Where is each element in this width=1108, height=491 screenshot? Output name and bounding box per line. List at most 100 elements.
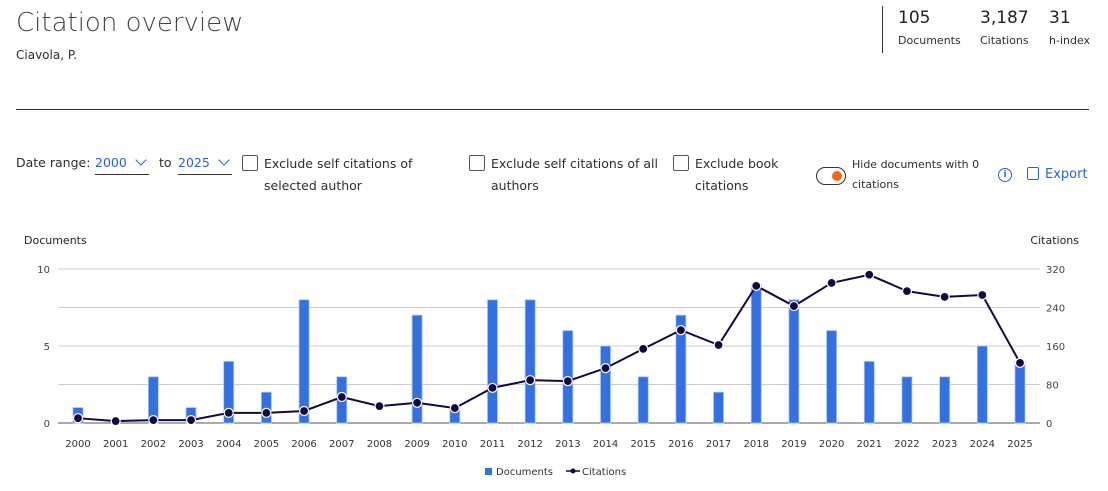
bar-documents-2017[interactable] [713, 391, 724, 424]
metric-label: Documents [898, 34, 961, 47]
divider [882, 6, 883, 53]
metric-citations: 3,187 Citations [980, 8, 1029, 47]
date-from-select[interactable]: 2000 [95, 154, 149, 175]
exclude-self-citations-author-checkbox[interactable] [242, 155, 258, 171]
x-tick: 2005 [254, 439, 279, 450]
bar-documents-2019[interactable] [788, 299, 800, 424]
metric-label: h-index [1049, 34, 1091, 47]
x-tick: 2006 [291, 439, 316, 450]
x-tick: 2003 [178, 439, 203, 450]
y-tick-right: 240 [1046, 304, 1065, 315]
legend-documents: Documents [496, 467, 553, 478]
x-tick: 2023 [932, 439, 957, 450]
point-citations-2001[interactable] [110, 415, 121, 427]
bar-documents-2011[interactable] [487, 299, 498, 424]
chevron-down-icon [218, 154, 230, 166]
point-citations-2000[interactable] [72, 413, 84, 424]
point-citations-2002[interactable] [148, 415, 159, 426]
point-citations-2005[interactable] [261, 407, 272, 418]
chevron-down-icon [135, 154, 147, 166]
point-citations-2019[interactable] [788, 300, 800, 312]
x-tick: 2004 [216, 439, 241, 450]
export-button[interactable]: Export [1027, 167, 1088, 182]
bar-documents-2020[interactable] [826, 330, 837, 424]
metric-documents: 105 Documents [898, 8, 961, 47]
x-tick: 2014 [593, 439, 618, 450]
point-citations-2018[interactable] [751, 280, 762, 291]
point-citations-2021[interactable] [864, 269, 875, 280]
export-icon [1027, 167, 1039, 180]
point-citations-2023[interactable] [939, 291, 950, 303]
bar-documents-2023[interactable] [939, 376, 951, 424]
bar-documents-2024[interactable] [976, 345, 988, 424]
bar-documents-2009[interactable] [411, 314, 423, 424]
citations-line [77, 273, 1021, 423]
x-tick: 2016 [668, 439, 693, 450]
x-tick: 2021 [857, 439, 882, 450]
point-citations-2007[interactable] [336, 391, 347, 403]
bar-documents-2018[interactable] [750, 284, 762, 424]
point-citations-2006[interactable] [298, 405, 310, 417]
legend: Documents Citations [485, 467, 626, 478]
y-tick-right: 160 [1046, 342, 1065, 353]
metric-h-index: 31 h-index [1049, 8, 1090, 47]
bar-documents-2012[interactable] [524, 299, 536, 424]
point-citations-2012[interactable] [525, 375, 536, 386]
legend-citations: Citations [582, 467, 626, 478]
point-citations-2025[interactable] [1014, 357, 1026, 368]
bar-documents-2021[interactable] [863, 360, 875, 424]
to-label: to [159, 155, 172, 170]
export-label: Export [1045, 167, 1088, 182]
bar-documents-2006[interactable] [298, 299, 310, 424]
bar-documents-2016[interactable] [675, 314, 687, 424]
divider [16, 109, 1089, 110]
point-citations-2015[interactable] [638, 343, 649, 354]
bar-documents-2014[interactable] [600, 345, 611, 424]
point-citations-2016[interactable] [675, 325, 686, 336]
info-icon[interactable]: i [998, 168, 1012, 182]
bar-documents-2015[interactable] [637, 376, 649, 424]
x-tick: 2001 [103, 439, 128, 450]
toggle-label: Hide documents with 0 citations [852, 158, 980, 191]
point-citations-2003[interactable] [185, 415, 197, 426]
x-tick: 2017 [706, 439, 731, 450]
point-citations-2022[interactable] [901, 286, 913, 297]
x-tick: 2013 [555, 439, 580, 450]
page-title: Citation overview [16, 8, 244, 38]
citation-chart: Documents Citations 0 80 160 240 320 0 5 10 2000… [24, 234, 1079, 478]
point-citations-2020[interactable] [826, 277, 837, 289]
y-tick-left: 10 [37, 265, 50, 276]
bar-documents-2025[interactable] [1014, 360, 1026, 424]
y-tick-right: 320 [1046, 265, 1065, 276]
point-citations-2014[interactable] [600, 363, 611, 374]
y-tick-right: 80 [1046, 381, 1059, 392]
legend-citations-marker [570, 468, 576, 474]
date-to-value: 2025 [178, 155, 210, 170]
metric-value: 105 [898, 8, 931, 28]
exclude-self-citations-all-checkbox[interactable] [469, 155, 485, 171]
metric-value: 3,187 [980, 8, 1029, 28]
toggle-knob [832, 171, 842, 181]
legend-documents-swatch [485, 468, 492, 475]
date-to-select[interactable]: 2025 [178, 154, 232, 175]
x-tick: 2015 [630, 439, 655, 450]
checkbox-label: Exclude self citations of all authors [491, 156, 658, 193]
point-citations-2017[interactable] [713, 339, 724, 351]
exclude-book-citations-checkbox[interactable] [673, 155, 689, 171]
point-citations-2008[interactable] [374, 401, 385, 412]
point-citations-2009[interactable] [412, 397, 423, 408]
point-citations-2024[interactable] [977, 289, 988, 301]
y-tick-left: 0 [44, 419, 50, 430]
point-citations-2013[interactable] [562, 376, 573, 387]
x-tick: 2011 [480, 439, 505, 450]
point-citations-2004[interactable] [223, 407, 234, 418]
point-citations-2010[interactable] [449, 402, 460, 414]
x-tick: 2010 [442, 439, 467, 450]
hide-zero-citations-toggle[interactable] [816, 167, 846, 185]
bar-documents-2022[interactable] [901, 376, 913, 424]
x-tick: 2018 [744, 439, 769, 450]
x-tick: 2007 [329, 439, 354, 450]
point-citations-2011[interactable] [487, 382, 498, 393]
bar-documents-2005[interactable] [260, 391, 272, 424]
bar-documents-2004[interactable] [223, 360, 235, 424]
